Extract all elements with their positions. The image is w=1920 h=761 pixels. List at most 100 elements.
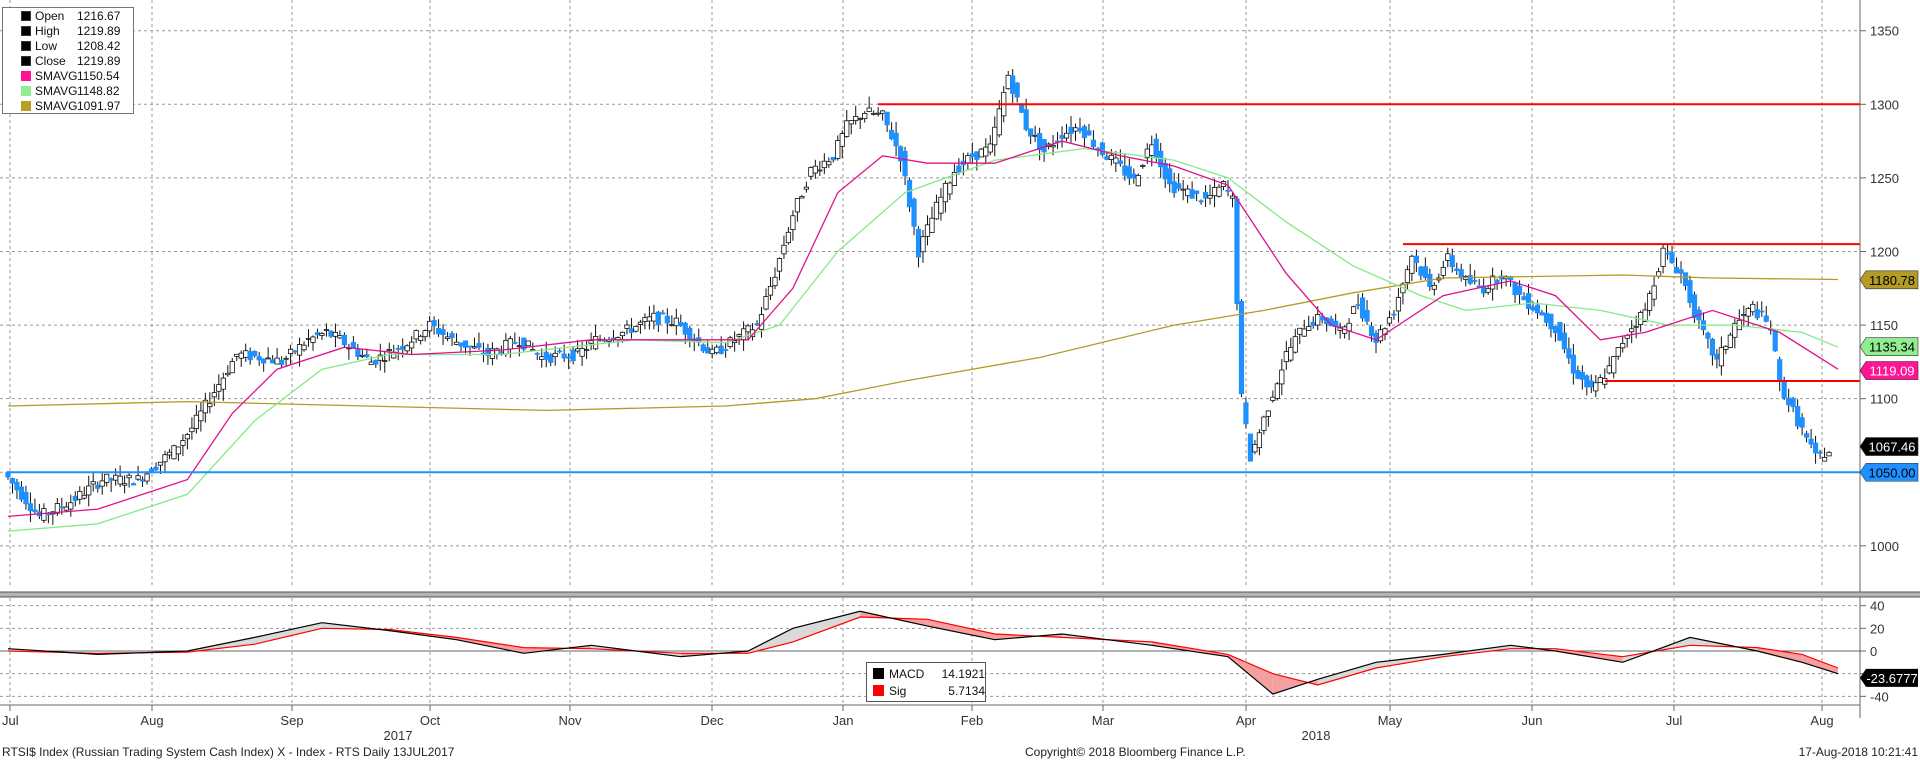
candle-body	[337, 335, 343, 339]
candle-body	[1081, 126, 1088, 139]
candle-body	[1714, 353, 1720, 360]
candle-body	[534, 352, 540, 355]
candle-body	[270, 359, 276, 364]
candle-body	[924, 224, 931, 237]
candle-body	[978, 148, 984, 158]
candle-body	[1772, 330, 1778, 352]
candle-body	[1750, 303, 1756, 313]
candle-body	[431, 320, 437, 327]
candle-body	[1270, 396, 1276, 401]
legend-swatch	[873, 685, 884, 696]
candle-body	[198, 410, 204, 422]
candle-body	[736, 334, 742, 337]
candle-body	[261, 358, 267, 364]
candle-body	[1530, 306, 1536, 311]
candle-body	[974, 151, 980, 160]
legend-name: Low	[35, 38, 58, 53]
candle-body	[1359, 297, 1366, 319]
candle-body	[279, 359, 285, 365]
candle-body	[754, 323, 760, 326]
candle-body	[1611, 356, 1617, 374]
legend-name: Open	[35, 8, 65, 23]
candle-body	[929, 217, 935, 233]
x-month-label: Jul	[1666, 713, 1683, 728]
candle-body	[1409, 255, 1415, 274]
candle-body	[319, 333, 325, 336]
candle-body	[216, 384, 222, 392]
candle-body	[862, 113, 868, 120]
candle-body	[117, 475, 123, 485]
candle-body	[1557, 322, 1563, 341]
candle-body	[449, 333, 455, 338]
candle-body	[1754, 309, 1760, 319]
candle-body	[835, 140, 841, 159]
macd-tick-label: 40	[1870, 599, 1884, 614]
price-label-text: 1135.34	[1869, 340, 1915, 355]
candle-body	[193, 414, 199, 429]
candle-body	[180, 440, 186, 446]
candle-body	[1660, 247, 1666, 267]
candle-body	[1090, 139, 1097, 148]
candle-body	[471, 346, 478, 349]
candle-body	[1122, 165, 1128, 176]
candle-body	[458, 342, 464, 347]
candle-body	[350, 341, 356, 349]
candle-body	[920, 236, 926, 253]
candle-body	[1454, 268, 1460, 271]
candle-body	[548, 354, 554, 363]
legend-value: 1216.67	[77, 8, 121, 23]
candle-body	[1315, 314, 1321, 326]
candle-body	[1234, 198, 1240, 305]
candle-body	[1086, 130, 1092, 136]
candle-body	[633, 325, 639, 332]
candle-body	[1176, 183, 1182, 189]
candle-body	[1306, 326, 1312, 331]
candle-body	[1135, 175, 1141, 187]
legend-row-low: Low 1208.42	[3, 38, 133, 53]
candle-body	[826, 161, 832, 166]
panel-separator	[0, 591, 1920, 598]
candle-body	[1113, 157, 1119, 164]
candle-body	[1252, 444, 1258, 453]
candle-body	[1243, 402, 1249, 425]
candle-body	[404, 345, 410, 352]
footer-right: 17-Aug-2018 10:21:41	[1799, 745, 1919, 759]
x-year-label: 2017	[384, 728, 413, 743]
candle-body	[642, 317, 648, 322]
candle-body	[1485, 288, 1491, 293]
candle-body	[1691, 294, 1698, 319]
candle-body	[1745, 308, 1751, 317]
candle-body	[122, 483, 128, 486]
candle-body	[678, 322, 684, 327]
candle-body	[171, 445, 177, 460]
candle-body	[624, 324, 630, 329]
candle-body	[1440, 267, 1446, 276]
candle-body	[126, 474, 132, 479]
candle-body	[68, 502, 74, 510]
macd-fill	[927, 619, 995, 640]
candle-body	[1194, 190, 1200, 194]
candle-body	[1185, 188, 1191, 197]
candle-body	[705, 347, 711, 354]
candle-body	[1028, 128, 1034, 137]
candle-body	[790, 215, 796, 230]
price-label-box	[1859, 270, 1919, 290]
candle-body	[844, 120, 850, 137]
legend-row-open: Open 1216.67	[3, 8, 133, 23]
candle-body	[413, 330, 419, 340]
candle-body	[956, 165, 962, 173]
candle-body	[1449, 255, 1455, 268]
candle-body	[1570, 354, 1576, 374]
candle-body	[808, 167, 814, 177]
candle-body	[1068, 126, 1074, 135]
candle-body	[1162, 162, 1168, 180]
main-price-grid	[0, 0, 1860, 588]
candle-body	[812, 165, 818, 174]
candle-body	[444, 336, 451, 339]
legend-swatch	[21, 25, 31, 36]
candle-body	[875, 112, 881, 115]
candle-body	[418, 335, 424, 341]
candle-body	[220, 377, 226, 390]
legend-name: High	[35, 23, 60, 38]
candle-body	[27, 503, 34, 512]
